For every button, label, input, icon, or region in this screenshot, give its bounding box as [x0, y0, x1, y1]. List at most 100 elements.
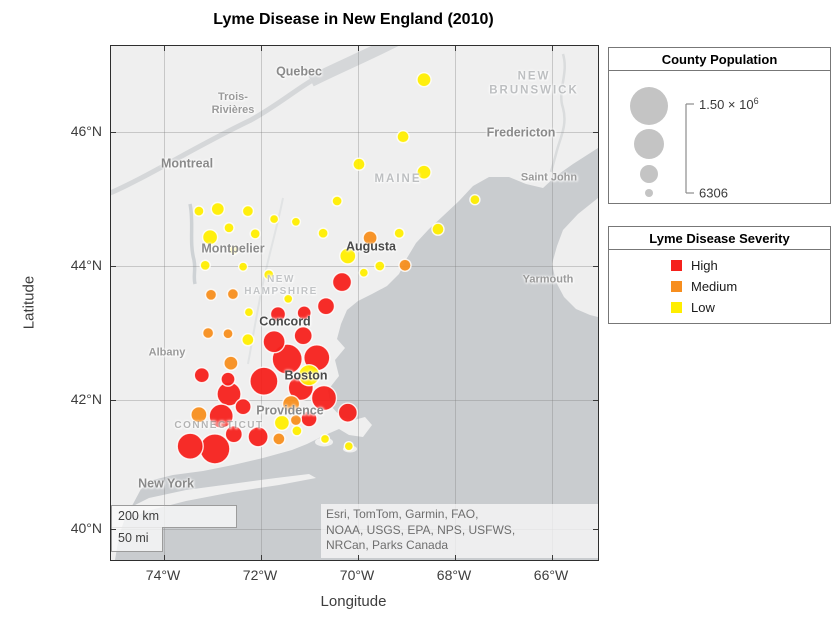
- population-size-circle: [640, 165, 658, 183]
- population-max-label: 1.50 × 106: [699, 96, 759, 112]
- county-bubble-low: [223, 222, 235, 234]
- county-bubble-low: [249, 228, 261, 240]
- county-bubble-low: [319, 433, 331, 445]
- population-size-circle: [630, 87, 668, 125]
- county-bubble-low: [291, 425, 303, 437]
- county-bubble-medium: [272, 432, 286, 446]
- attribution-line: Esri, TomTom, Garmin, FAO,: [326, 507, 479, 521]
- population-size-circle: [645, 189, 653, 197]
- county-bubble-high: [262, 330, 286, 354]
- basemap-svg: [111, 46, 598, 560]
- medium-swatch: [671, 281, 682, 292]
- county-bubble-medium: [222, 328, 234, 340]
- county-bubble-low: [263, 268, 275, 281]
- county-bubble-medium: [281, 394, 301, 414]
- chart-title: Lyme Disease in New England (2010): [213, 11, 494, 28]
- map-plot-area: Quebec Trois- Rivières Montreal NEW BRUNSWICK…: [110, 45, 599, 561]
- county-bubble-low: [331, 195, 343, 207]
- high-swatch: [671, 260, 682, 271]
- population-max-mantissa: 1.50 × 10: [699, 97, 754, 113]
- county-bubble-high: [247, 426, 269, 448]
- county-bubble-medium: [289, 413, 303, 427]
- county-bubble-low: [352, 157, 366, 171]
- attribution-line: NOAA, USGS, EPA, NPS, USFWS,: [326, 522, 516, 537]
- basemap: Quebec Trois- Rivières Montreal NEW BRUNSWICK…: [111, 46, 598, 560]
- county-bubble-high: [296, 305, 312, 321]
- y-tick-label: 42°N: [70, 391, 102, 407]
- long-island: [129, 474, 316, 516]
- county-bubble-low: [243, 307, 255, 318]
- low-swatch: [671, 302, 682, 313]
- st-lawrence-estuary: [308, 46, 399, 87]
- county-bubble-low: [317, 227, 329, 239]
- county-bubble-high: [269, 306, 287, 323]
- county-bubble-low: [228, 244, 240, 256]
- severity-label: Medium: [691, 279, 738, 294]
- severity-row: High: [609, 255, 830, 276]
- county-bubble-high: [316, 297, 336, 316]
- scalebar-kilometers: 200 km: [111, 505, 237, 528]
- county-bubble-medium: [223, 355, 239, 371]
- county-bubble-low: [358, 267, 370, 278]
- county-bubble-low: [290, 216, 302, 228]
- x-tick-label: 72°W: [242, 567, 278, 583]
- county-bubble-medium: [204, 288, 218, 302]
- attribution-line: NRCan, Parks Canada: [326, 538, 449, 553]
- population-max-exponent: 6: [753, 95, 759, 106]
- severity-rows: High Medium Low: [609, 250, 830, 318]
- st-lawrence-river: [111, 78, 313, 196]
- county-bubble-high: [224, 425, 244, 444]
- y-tick-label: 40°N: [70, 520, 102, 536]
- severity-row: Medium: [609, 276, 830, 297]
- legend-county-population: County Population 1.50 × 106 6306: [608, 47, 831, 204]
- x-tick-label: 70°W: [339, 567, 375, 583]
- x-tick-label: 74°W: [145, 567, 181, 583]
- scalebar-miles: 50 mi: [111, 527, 163, 552]
- county-bubble-high: [199, 433, 231, 465]
- severity-row: Low: [609, 297, 830, 318]
- bubble-layer: [176, 72, 481, 465]
- county-bubble-medium: [398, 258, 412, 273]
- population-size-circle: [634, 129, 664, 159]
- county-bubble-low: [469, 193, 481, 206]
- county-bubble-low: [268, 213, 280, 225]
- county-bubble-high: [249, 366, 279, 396]
- county-bubble-high: [176, 432, 204, 460]
- county-bubble-high: [310, 384, 338, 412]
- county-bubble-low: [343, 441, 355, 452]
- y-axis-label: Latitude: [20, 275, 38, 330]
- county-bubble-low: [339, 247, 357, 265]
- y-tick-label: 46°N: [70, 123, 102, 139]
- legend-population-body: 1.50 × 106 6306: [609, 71, 830, 201]
- county-bubble-medium: [201, 326, 215, 340]
- county-bubble-medium: [362, 230, 378, 246]
- county-bubble-low: [201, 228, 219, 246]
- nova-scotia: [552, 198, 598, 317]
- county-bubble-low: [393, 227, 405, 239]
- county-bubble-low: [273, 414, 291, 431]
- county-bubble-high: [220, 371, 236, 387]
- legend-population-title: County Population: [609, 48, 830, 71]
- county-bubble-high: [293, 326, 313, 346]
- county-bubble-medium: [226, 287, 240, 301]
- legend-severity-body: High Medium Low: [609, 250, 830, 321]
- population-size-circles: [630, 87, 694, 197]
- saint-john-river: [549, 53, 566, 173]
- x-tick-label: 68°W: [436, 567, 472, 583]
- county-bubble-low: [237, 261, 249, 272]
- severity-label: Low: [691, 300, 715, 315]
- map-attribution: Esri, TomTom, Garmin, FAO, NOAA, USGS, E…: [321, 504, 598, 558]
- x-axis-label: Longitude: [320, 593, 387, 610]
- county-bubble-low: [297, 364, 321, 387]
- county-bubble-low: [193, 205, 205, 217]
- county-bubble-high: [193, 367, 211, 384]
- county-bubble-high: [337, 402, 359, 423]
- county-bubble-low: [210, 201, 226, 217]
- county-bubble-medium: [190, 406, 208, 424]
- county-bubble-high: [300, 410, 318, 428]
- county-bubble-low: [241, 333, 255, 347]
- legend-severity-title: Lyme Disease Severity: [609, 227, 830, 250]
- lake-champlain: [188, 203, 197, 285]
- county-bubble-low: [416, 72, 432, 88]
